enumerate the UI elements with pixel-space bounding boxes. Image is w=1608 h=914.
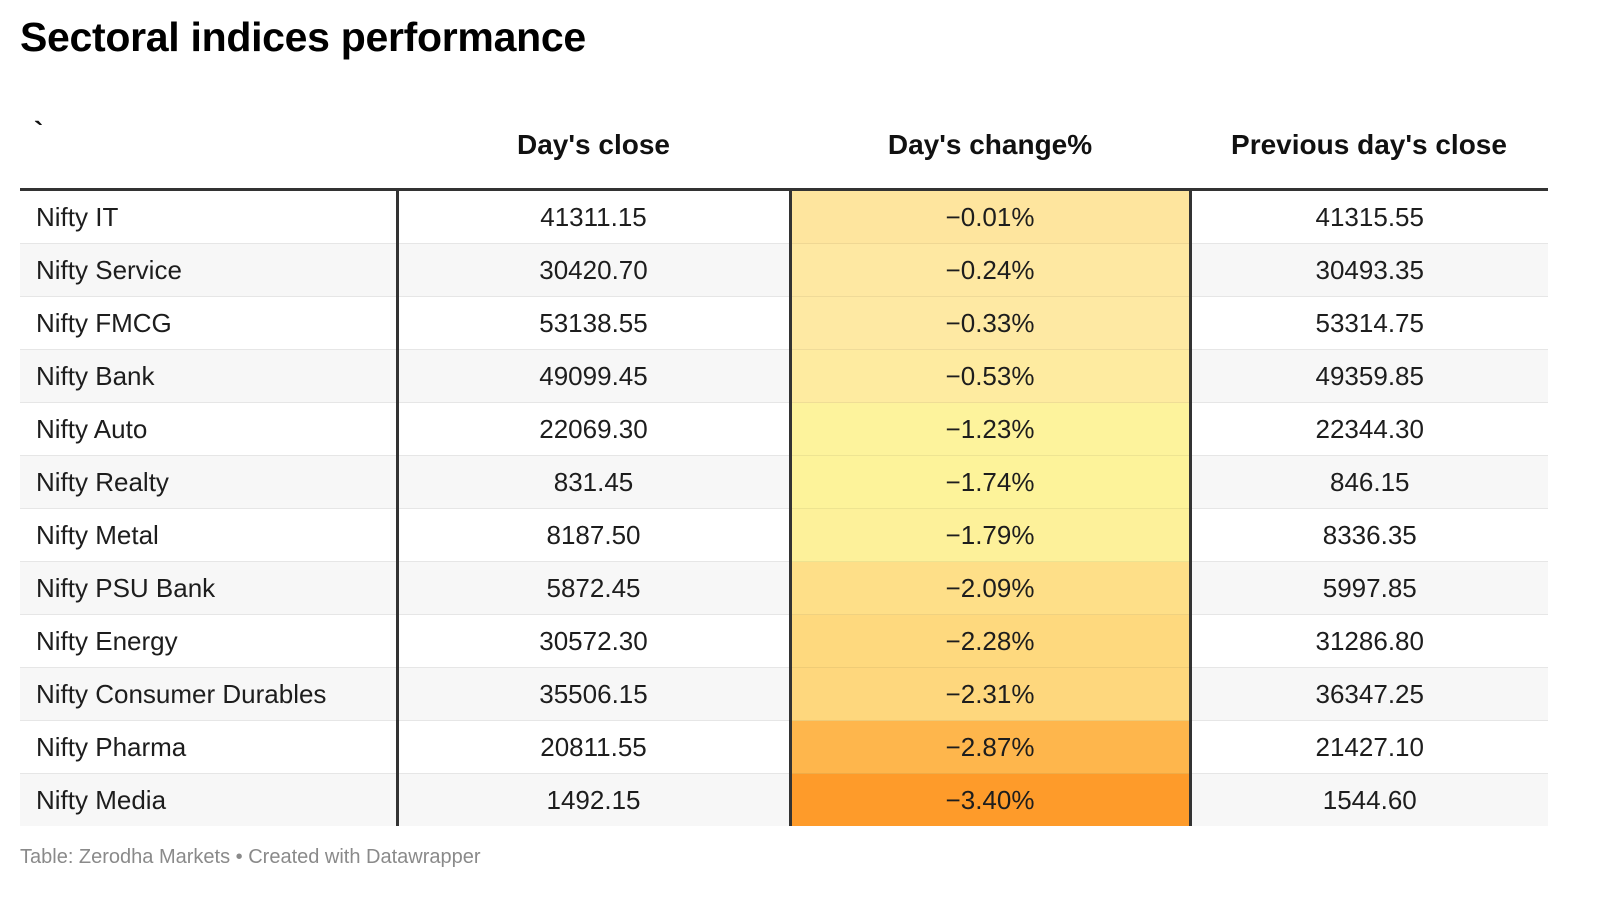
table-header-row: ` Day's close Day's change% Previous day… xyxy=(20,102,1548,191)
days-change-cell: −2.31% xyxy=(790,667,1192,721)
previous-close-cell: 22344.30 xyxy=(1190,402,1548,456)
days-change-cell: −2.09% xyxy=(790,561,1192,615)
days-close-cell: 1492.15 xyxy=(397,773,792,826)
table-row: Nifty PSU Bank 5872.45 −2.09% 5997.85 xyxy=(20,561,1548,615)
days-close-cell: 22069.30 xyxy=(397,402,792,456)
sector-name-cell: Nifty Pharma xyxy=(20,720,399,774)
sector-name-cell: Nifty Realty xyxy=(20,455,399,509)
days-close-cell: 41311.15 xyxy=(397,189,792,244)
table-row: Nifty Media 1492.15 −3.40% 1544.60 xyxy=(20,773,1548,826)
sector-name-cell: Nifty Consumer Durables xyxy=(20,667,399,721)
table-row: Nifty Consumer Durables 35506.15 −2.31% 363… xyxy=(20,667,1548,721)
sector-name-cell: Nifty PSU Bank xyxy=(20,561,399,615)
previous-close-cell: 5997.85 xyxy=(1190,561,1548,615)
days-change-cell: −0.33% xyxy=(790,296,1192,350)
days-change-cell: −1.74% xyxy=(790,455,1192,509)
days-close-cell: 35506.15 xyxy=(397,667,792,721)
sector-name-cell: Nifty IT xyxy=(20,189,399,244)
days-change-cell: −1.79% xyxy=(790,508,1192,562)
sectoral-table: ` Day's close Day's change% Previous day… xyxy=(20,102,1548,826)
days-close-cell: 53138.55 xyxy=(397,296,792,350)
previous-close-cell: 846.15 xyxy=(1190,455,1548,509)
days-change-cell: −3.40% xyxy=(790,773,1192,826)
sector-name-cell: Nifty Media xyxy=(20,773,399,826)
column-header-sector: ` xyxy=(20,102,397,191)
sector-name-cell: Nifty FMCG xyxy=(20,296,399,350)
table-row: Nifty Pharma 20811.55 −2.87% 21427.10 xyxy=(20,720,1548,774)
days-close-cell: 20811.55 xyxy=(397,720,792,774)
table-row: Nifty Energy 30572.30 −2.28% 31286.80 xyxy=(20,614,1548,668)
days-close-cell: 831.45 xyxy=(397,455,792,509)
previous-close-cell: 36347.25 xyxy=(1190,667,1548,721)
column-header-days-close: Day's close xyxy=(397,102,790,191)
table-row: Nifty Metal 8187.50 −1.79% 8336.35 xyxy=(20,508,1548,562)
days-change-cell: −0.53% xyxy=(790,349,1192,403)
sector-name-cell: Nifty Metal xyxy=(20,508,399,562)
sector-name-cell: Nifty Auto xyxy=(20,402,399,456)
previous-close-cell: 31286.80 xyxy=(1190,614,1548,668)
table-row: Nifty Bank 49099.45 −0.53% 49359.85 xyxy=(20,349,1548,403)
column-header-days-change: Day's change% xyxy=(790,102,1190,191)
source-footer: Table: Zerodha Markets • Created with Da… xyxy=(20,846,481,868)
days-close-cell: 8187.50 xyxy=(397,508,792,562)
days-change-cell: −0.01% xyxy=(790,189,1192,244)
previous-close-cell: 53314.75 xyxy=(1190,296,1548,350)
table-row: Nifty Auto 22069.30 −1.23% 22344.30 xyxy=(20,402,1548,456)
table-row: Nifty Service 30420.70 −0.24% 30493.35 xyxy=(20,243,1548,297)
previous-close-cell: 1544.60 xyxy=(1190,773,1548,826)
table-body: Nifty IT 41311.15 −0.01% 41315.55 Nifty Serv… xyxy=(20,189,1548,826)
sector-name-cell: Nifty Energy xyxy=(20,614,399,668)
previous-close-cell: 21427.10 xyxy=(1190,720,1548,774)
days-change-cell: −0.24% xyxy=(790,243,1192,297)
previous-close-cell: 8336.35 xyxy=(1190,508,1548,562)
table-row: Nifty IT 41311.15 −0.01% 41315.55 xyxy=(20,189,1548,244)
chart-title: Sectoral indices performance xyxy=(20,14,586,60)
column-header-previous-close: Previous day's close xyxy=(1190,102,1548,191)
previous-close-cell: 30493.35 xyxy=(1190,243,1548,297)
previous-close-cell: 49359.85 xyxy=(1190,349,1548,403)
days-close-cell: 49099.45 xyxy=(397,349,792,403)
table-row: Nifty FMCG 53138.55 −0.33% 53314.75 xyxy=(20,296,1548,350)
days-change-cell: −1.23% xyxy=(790,402,1192,456)
days-close-cell: 30420.70 xyxy=(397,243,792,297)
table-row: Nifty Realty 831.45 −1.74% 846.15 xyxy=(20,455,1548,509)
days-close-cell: 30572.30 xyxy=(397,614,792,668)
sector-name-cell: Nifty Bank xyxy=(20,349,399,403)
days-change-cell: −2.28% xyxy=(790,614,1192,668)
previous-close-cell: 41315.55 xyxy=(1190,189,1548,244)
days-change-cell: −2.87% xyxy=(790,720,1192,774)
days-close-cell: 5872.45 xyxy=(397,561,792,615)
sector-name-cell: Nifty Service xyxy=(20,243,399,297)
